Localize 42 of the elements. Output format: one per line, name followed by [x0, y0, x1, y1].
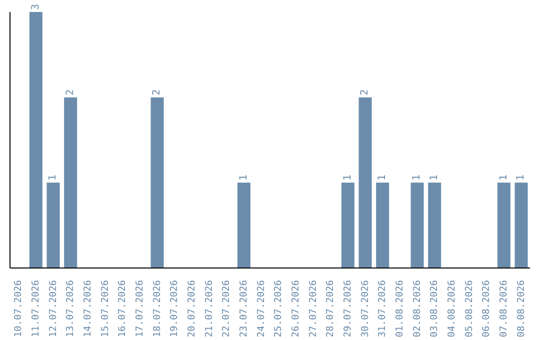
data-label: 1 [412, 174, 423, 181]
data-label: 1 [48, 174, 59, 181]
x-tick-label: 02.08.2026 [412, 280, 423, 338]
x-tick-label: 20.07.2026 [186, 280, 198, 338]
x-tick-label: 06.08.2026 [481, 280, 492, 338]
data-label: 1 [238, 174, 250, 181]
data-label: 1 [342, 174, 354, 181]
data-label: 1 [516, 174, 527, 181]
x-tick-label: 17.07.2026 [134, 280, 146, 338]
data-label: 1 [377, 174, 388, 181]
data-label: 2 [65, 89, 76, 96]
x-tick-label: 25.07.2026 [273, 280, 284, 338]
x-tick-label: 18.07.2026 [152, 280, 163, 338]
x-tick-label: 16.07.2026 [117, 280, 128, 338]
x-tick-label: 11.07.2026 [30, 280, 42, 338]
x-tick-label: 07.08.2026 [498, 280, 510, 338]
x-tick-label: 30.07.2026 [360, 280, 371, 338]
x-tick-label: 12.07.2026 [48, 280, 59, 338]
x-tick-label: 27.07.2026 [308, 280, 319, 338]
x-tick-label: 05.08.2026 [464, 280, 475, 338]
data-label: 2 [152, 89, 163, 96]
x-tick-label: 22.07.2026 [221, 280, 232, 338]
x-tick-label: 01.08.2026 [394, 280, 406, 338]
x-tick-label: 10.07.2026 [13, 280, 24, 338]
x-tick-label: 14.07.2026 [82, 280, 94, 338]
x-tick-label: 04.08.2026 [446, 280, 458, 338]
data-label: 2 [360, 89, 371, 96]
data-label: 3 [30, 4, 42, 10]
x-tick-label: 19.07.2026 [169, 280, 180, 338]
x-tick-label: 26.07.2026 [290, 280, 302, 338]
x-tick-label: 08.08.2026 [516, 280, 527, 338]
x-tick-label: 28.07.2026 [325, 280, 336, 338]
x-tick-label: 29.07.2026 [342, 280, 354, 338]
data-label: 1 [498, 174, 510, 181]
data-label: 1 [429, 174, 440, 181]
x-tick-label: 13.07.2026 [65, 280, 76, 338]
x-tick-label: 15.07.2026 [100, 280, 111, 338]
x-tick-label: 24.07.2026 [256, 280, 267, 338]
x-tick-label: 03.08.2026 [429, 280, 440, 338]
x-tick-label: 31.07.2026 [377, 280, 388, 338]
x-tick-label: 23.07.2026 [238, 280, 250, 338]
x-tick-label: 21.07.2026 [204, 280, 215, 338]
